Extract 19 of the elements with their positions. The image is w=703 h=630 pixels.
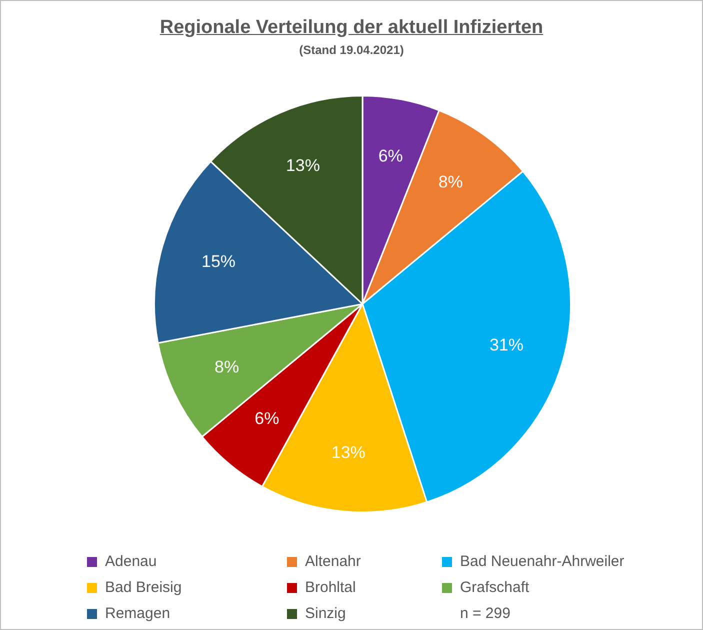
chart-title: Regionale Verteilung der aktuell Infizierten: [158, 17, 544, 39]
legend-label: Bad Breisig: [105, 579, 182, 596]
data-label: 8%: [438, 172, 463, 192]
legend-label: Remagen: [105, 605, 170, 622]
legend-label: Sinzig: [305, 605, 346, 622]
legend-label: Brohltal: [305, 579, 356, 596]
data-label: 8%: [214, 358, 240, 377]
legend-label: Adenau: [105, 553, 157, 570]
legend-label: Altenahr: [305, 553, 361, 570]
data-label: 13%: [286, 156, 320, 176]
data-label: 31%: [489, 336, 524, 355]
chart-subtitle: (Stand 19.04.2021): [298, 43, 405, 57]
text: n = 299: [459, 605, 512, 622]
legend-label: Grafschaft: [460, 579, 530, 596]
legend-label: Bad Neuenahr-Ahrweiler: [460, 553, 624, 570]
data-label: 6%: [378, 146, 403, 166]
data-label: 6%: [254, 409, 280, 428]
data-label: 13%: [331, 442, 366, 462]
data-label: 15%: [202, 252, 236, 271]
